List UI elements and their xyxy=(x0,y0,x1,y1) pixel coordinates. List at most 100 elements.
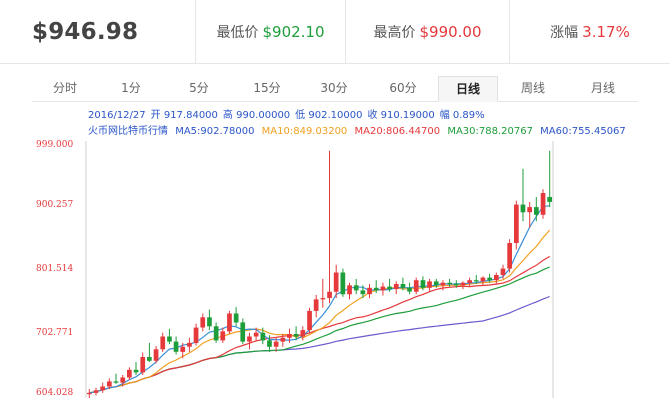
tab-label: 1分 xyxy=(121,81,141,95)
candle-body xyxy=(547,197,552,202)
candle-body xyxy=(113,381,119,383)
tab-60min[interactable]: 60分 xyxy=(368,76,438,102)
tab-label: 分时 xyxy=(52,81,77,95)
candle-body xyxy=(353,285,359,291)
high-price-cell: 最高价 $990.00 xyxy=(346,0,510,64)
candle-body xyxy=(507,243,512,269)
price-stats-bar: $946.98 最低价 $902.10 最高价 $990.00 涨幅 3.17% xyxy=(0,0,670,64)
candle-body xyxy=(253,332,259,337)
candle-body xyxy=(340,272,346,295)
ma-legend: 火币网比特币行情 MA5:902.78000 MA10:849.03200 MA… xyxy=(88,122,630,137)
tab-monthly[interactable]: 月线 xyxy=(568,76,638,102)
tab-daily[interactable]: 日线 xyxy=(438,76,498,102)
candle-body xyxy=(333,272,339,292)
tab-1min[interactable]: 1分 xyxy=(98,76,164,102)
candle-body xyxy=(100,386,105,391)
candle-body xyxy=(193,327,199,343)
candle-body xyxy=(313,299,319,311)
tab-30min[interactable]: 30分 xyxy=(300,76,368,102)
change-cell: 涨幅 3.17% xyxy=(510,0,670,64)
y-tick-label: 999.000 xyxy=(36,140,74,150)
candle-body xyxy=(107,381,112,387)
candle-body xyxy=(247,336,252,342)
candle-body xyxy=(413,280,419,292)
candle-body xyxy=(373,287,379,291)
candle-body xyxy=(407,287,412,292)
candle-body xyxy=(447,282,452,284)
candle-body xyxy=(187,342,192,347)
ohlc-close: 910.19000 xyxy=(380,110,435,121)
tab-label: 5分 xyxy=(189,81,209,95)
candle-body xyxy=(267,340,272,347)
ohlc-close-label: 收 xyxy=(367,110,378,121)
candle-body xyxy=(400,284,406,288)
candle-body xyxy=(473,280,479,282)
candle-body xyxy=(453,284,459,286)
candle-body xyxy=(393,284,399,290)
y-tick-label: 801.514 xyxy=(36,264,74,274)
tab-timeshare[interactable]: 分时 xyxy=(32,76,98,102)
ohlc-amp: 0.89% xyxy=(452,110,485,121)
low-price-value: $902.10 xyxy=(262,23,325,41)
candle-body xyxy=(240,322,246,342)
candle-body xyxy=(467,280,472,283)
candle-body xyxy=(127,369,132,378)
candle-body xyxy=(427,281,432,288)
candle-body xyxy=(540,193,546,215)
candle-body xyxy=(287,334,292,338)
ma5-line xyxy=(89,205,550,394)
candle-body xyxy=(500,268,506,275)
candle-body xyxy=(420,280,426,288)
y-tick-label: 702.771 xyxy=(36,328,74,338)
ohlc-low: 902.10000 xyxy=(308,110,363,121)
tab-15min[interactable]: 15分 xyxy=(234,76,300,102)
candle-body xyxy=(140,357,146,373)
candle-body xyxy=(173,341,179,352)
tab-weekly[interactable]: 周线 xyxy=(498,76,568,102)
candle-body xyxy=(213,326,219,341)
candle-body xyxy=(220,331,226,341)
tab-5min[interactable]: 5分 xyxy=(164,76,234,102)
y-tick-label: 900.257 xyxy=(36,200,74,210)
candle-body xyxy=(327,291,332,299)
ma20-legend: MA20:806.44700 xyxy=(354,126,441,137)
candle-body xyxy=(360,290,366,295)
tab-label: 日线 xyxy=(455,82,480,96)
candle-body xyxy=(433,281,439,286)
candle-body xyxy=(87,392,92,395)
ohlc-date: 2016/12/27 xyxy=(88,110,146,121)
candle-body xyxy=(93,390,99,393)
candle-body xyxy=(133,369,139,373)
candle-body xyxy=(387,286,392,290)
tab-label: 周线 xyxy=(520,81,545,95)
candle-body xyxy=(293,334,299,337)
change-value: 3.17% xyxy=(582,23,630,41)
candle-body xyxy=(300,330,306,337)
tab-label: 15分 xyxy=(253,81,281,95)
ma30-legend: MA30:788.20767 xyxy=(447,126,533,137)
candle-body xyxy=(460,282,466,286)
candle-body xyxy=(160,336,166,350)
candle-body xyxy=(347,285,352,295)
candle-body xyxy=(233,313,239,323)
ohlc-open: 917.84000 xyxy=(163,110,218,121)
current-price: $946.98 xyxy=(32,19,139,45)
candle-body xyxy=(147,357,152,361)
high-price-label: 最高价 xyxy=(373,25,416,41)
ohlc-low-label: 低 xyxy=(295,110,306,121)
candle-body xyxy=(380,286,386,291)
candle-body xyxy=(320,298,326,300)
candle-body xyxy=(307,310,312,331)
candle-body xyxy=(527,207,532,213)
ma5-legend: MA5:902.78000 xyxy=(175,126,255,137)
ohlc-info: 2016/12/27 开 917.84000 高 990.00000 低 902.10… xyxy=(88,106,490,121)
candle-body xyxy=(520,204,526,213)
tab-label: 30分 xyxy=(320,81,348,95)
candle-body xyxy=(207,317,212,327)
candle-body xyxy=(260,332,266,341)
ma60-line xyxy=(89,295,550,394)
ma10-line xyxy=(89,229,551,394)
candle-body xyxy=(487,277,492,281)
ohlc-high: 990.00000 xyxy=(236,110,291,121)
